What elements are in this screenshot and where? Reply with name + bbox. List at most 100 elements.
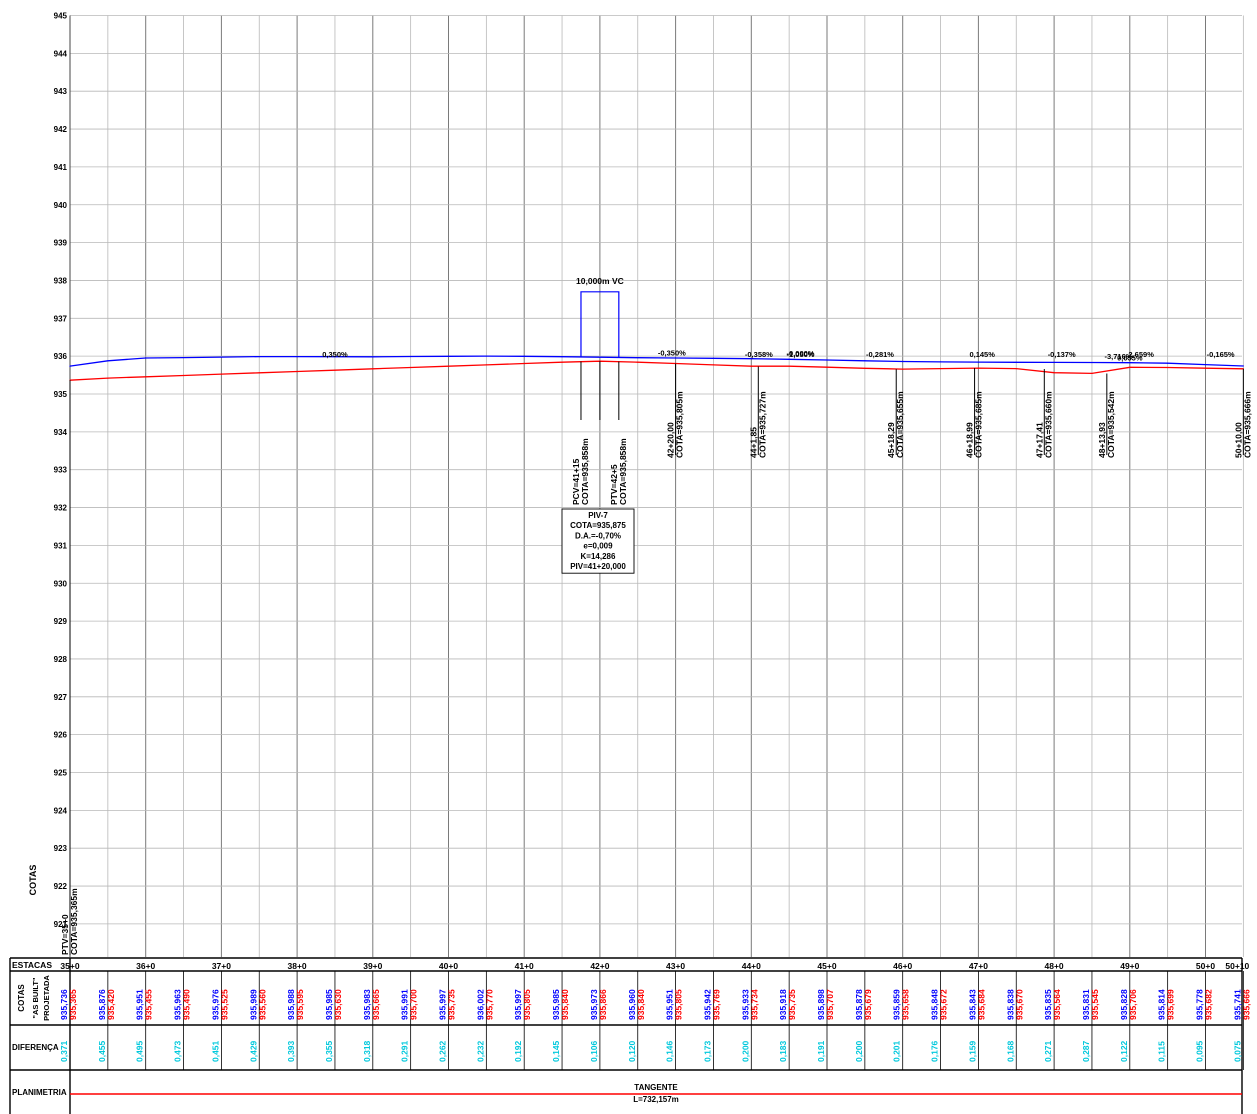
projected-value: 935,918 <box>778 989 788 1020</box>
difference-value: 0,318 <box>362 1040 372 1062</box>
row-label-as-built: "AS BUILT" <box>31 977 40 1019</box>
projected-value: 935,838 <box>1005 989 1015 1020</box>
as-built-value: 935,769 <box>711 989 721 1020</box>
piv-info-text: D.A.=-0,70% <box>575 531 621 540</box>
projected-value: 935,997 <box>438 989 448 1020</box>
as-built-value: 935,525 <box>219 989 229 1020</box>
data-point <box>1129 362 1131 364</box>
y-tick-label: 931 <box>54 541 68 550</box>
row-label-projetada: PROJETADA <box>42 975 51 1021</box>
station-label: 38+0 <box>288 961 307 971</box>
data-point <box>864 367 866 369</box>
difference-value: 0,159 <box>967 1040 977 1062</box>
grade-label: -1,050% <box>787 350 815 359</box>
y-tick-label: 930 <box>54 579 68 588</box>
station-label: 49+0 <box>1120 961 1139 971</box>
grade-label: 2,659% <box>1128 350 1154 359</box>
difference-value: 0,287 <box>1081 1040 1091 1062</box>
y-tick-label: 935 <box>54 390 68 399</box>
station-label: 37+0 <box>212 961 231 971</box>
y-tick-label: 942 <box>54 125 68 134</box>
station-marker-cota: COTA=935,858m <box>580 438 590 505</box>
station-marker-label: 44+1,85 <box>748 427 758 458</box>
y-tick-label: 929 <box>54 617 68 626</box>
difference-value: 0,168 <box>1005 1040 1015 1062</box>
grade-label: -0,165% <box>1207 350 1235 359</box>
as-built-value: 935,734 <box>749 989 759 1020</box>
data-point <box>182 356 185 359</box>
station-marker-cota: COTA=935,858m <box>618 438 628 505</box>
as-built-value: 935,545 <box>1090 989 1100 1020</box>
data-point <box>788 365 790 367</box>
difference-value: 0,146 <box>665 1040 675 1062</box>
data-point <box>1167 362 1169 364</box>
data-point <box>939 361 942 363</box>
station-marker-cota: COTA=935,666m <box>1242 391 1252 458</box>
as-built-value: 935,665 <box>371 989 381 1020</box>
difference-value: 0,262 <box>438 1040 448 1062</box>
as-built-value: 935,706 <box>1128 989 1138 1020</box>
station-marker-label: PCV=41+15 <box>571 458 581 505</box>
grade-label: -0,137% <box>1048 350 1076 359</box>
projected-value: 935,835 <box>1043 989 1053 1020</box>
as-built-value: 935,735 <box>787 989 797 1020</box>
as-built-value: 935,707 <box>825 989 835 1020</box>
data-point <box>485 364 487 366</box>
row-label-cotas: COTAS <box>17 984 26 1012</box>
station-label: 40+0 <box>439 961 458 971</box>
data-point <box>1167 366 1169 369</box>
data-point <box>1091 361 1093 364</box>
difference-value: 0,291 <box>400 1040 410 1062</box>
station-label: 43+0 <box>666 961 685 971</box>
grade-label: 0,145% <box>969 350 995 359</box>
data-point <box>1242 365 1244 367</box>
projected-value: 935,933 <box>740 989 750 1020</box>
data-point <box>69 365 71 367</box>
data-point <box>334 369 336 371</box>
station-marker-label: 45+18,29 <box>886 422 896 458</box>
projected-value: 935,736 <box>59 989 69 1020</box>
station-marker-label: 42+20,00 <box>666 422 676 458</box>
projected-value: 935,960 <box>627 989 637 1020</box>
row-label-planimetria: PLANIMETRIA <box>12 1088 67 1097</box>
difference-value: 0,173 <box>702 1040 712 1062</box>
data-point <box>145 357 147 359</box>
projected-value: 935,814 <box>1157 989 1167 1020</box>
projected-value: 935,988 <box>286 989 296 1020</box>
station-marker-cota: COTA=935,727m <box>757 391 767 458</box>
station-label: 46+0 <box>893 961 912 971</box>
grade-label: -0,281% <box>866 350 894 359</box>
data-point <box>637 361 639 363</box>
as-built-value: 935,805 <box>674 989 684 1020</box>
difference-value: 0,455 <box>97 1040 107 1062</box>
projected-value: 935,997 <box>513 989 523 1020</box>
planimetry-length: L=732,157m <box>633 1095 679 1104</box>
y-tick-label: 940 <box>54 201 68 210</box>
difference-value: 0,232 <box>475 1040 485 1062</box>
projected-value: 935,741 <box>1232 989 1242 1020</box>
projected-value: 935,985 <box>551 989 561 1020</box>
projected-value: 935,843 <box>967 989 977 1020</box>
series-line <box>69 360 1244 381</box>
as-built-value: 935,670 <box>1014 989 1024 1020</box>
as-built-value: 935,490 <box>182 989 192 1020</box>
data-point <box>750 365 752 367</box>
projected-value: 935,859 <box>892 989 902 1020</box>
y-tick-label: 934 <box>54 428 68 437</box>
difference-value: 0,451 <box>210 1040 220 1062</box>
projected-value: 935,973 <box>589 989 599 1020</box>
as-built-value: 935,735 <box>447 989 457 1020</box>
station-marker-cota: COTA=935,542m <box>1106 391 1116 458</box>
planimetry-type: TANGENTE <box>634 1083 678 1092</box>
data-point <box>599 356 601 358</box>
grade-label: 0,350% <box>322 350 348 359</box>
station-label: 42+0 <box>590 961 609 971</box>
data-point <box>1015 361 1017 363</box>
grade-labels: 0,350% -0,350% -0,358% -1,050%-0,000% -0,281… <box>322 348 1235 362</box>
station-marker-cota: COTA=935,365m <box>69 888 79 955</box>
y-tick-label: 933 <box>54 466 68 475</box>
difference-value: 0,200 <box>854 1040 864 1062</box>
row-label-diferenca: DIFERENÇA <box>12 1043 59 1052</box>
data-point <box>1204 363 1207 366</box>
